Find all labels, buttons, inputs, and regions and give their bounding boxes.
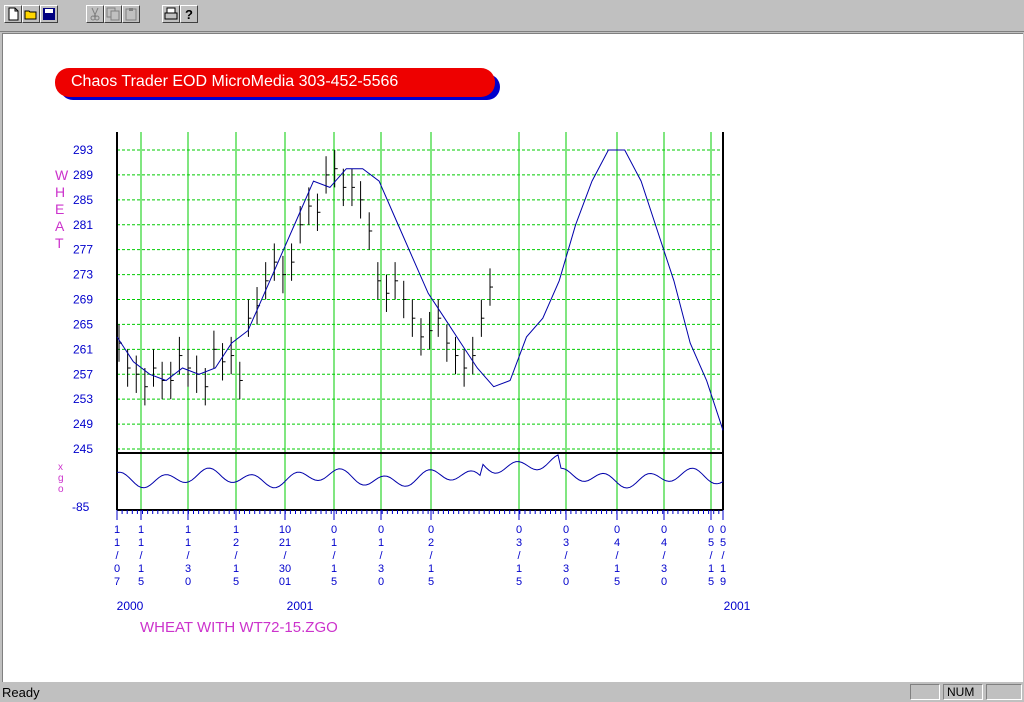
copy-icon[interactable] bbox=[104, 5, 122, 23]
chart-window bbox=[2, 33, 1023, 682]
banner-title: Chaos Trader EOD MicroMedia 303-452-5566 bbox=[71, 73, 399, 90]
cut-icon[interactable] bbox=[86, 5, 104, 23]
status-text: Ready bbox=[2, 685, 40, 700]
help-icon[interactable]: ? bbox=[180, 5, 198, 23]
svg-text:?: ? bbox=[185, 7, 193, 21]
paste-icon[interactable] bbox=[122, 5, 140, 23]
save-icon[interactable] bbox=[40, 5, 58, 23]
print-icon[interactable] bbox=[162, 5, 180, 23]
status-bar: Ready NUM bbox=[0, 683, 1024, 702]
num-lock-indicator: NUM bbox=[943, 684, 983, 700]
title-banner: Chaos Trader EOD MicroMedia 303-452-5566 bbox=[55, 68, 495, 97]
status-pane-blank bbox=[986, 684, 1022, 700]
status-pane-empty bbox=[910, 684, 940, 700]
new-file-icon[interactable] bbox=[4, 5, 22, 23]
open-folder-icon[interactable] bbox=[22, 5, 40, 23]
toolbar: ? bbox=[0, 0, 1024, 32]
